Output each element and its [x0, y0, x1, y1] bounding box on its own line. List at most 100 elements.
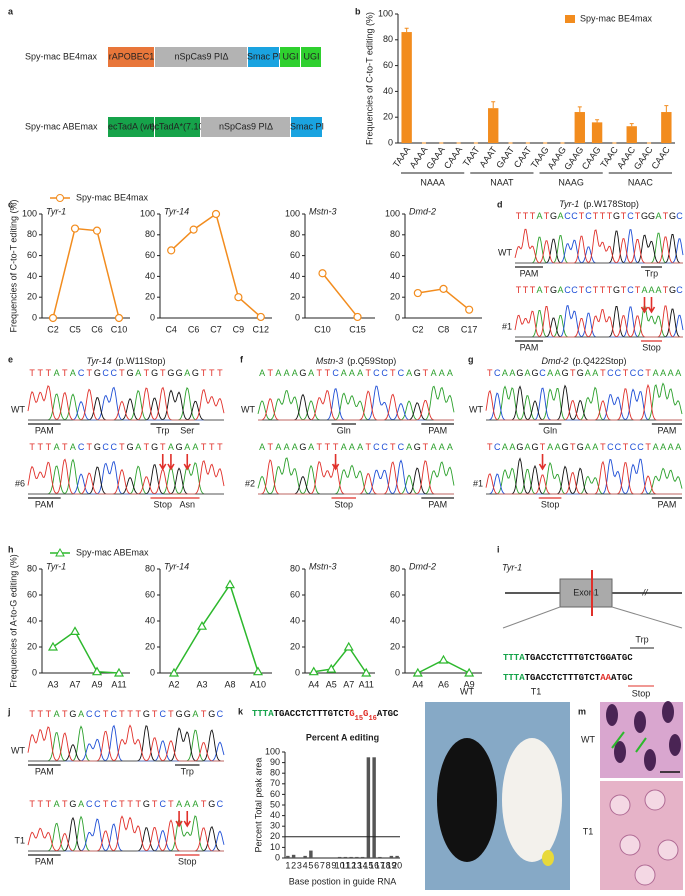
codon-label: Trp	[635, 634, 648, 644]
y-tick-label: 20	[145, 292, 155, 302]
bar	[395, 855, 399, 858]
annotation-label: Stop	[642, 342, 661, 352]
y-tick-label: 80	[145, 229, 155, 239]
marker	[318, 269, 327, 278]
y-tick-label: 40	[145, 271, 155, 281]
domain-label: nSpCas9 PIΔ	[219, 121, 273, 131]
trace	[486, 461, 683, 495]
marker	[224, 579, 236, 589]
x-tick-label: 3	[297, 860, 302, 870]
y-tick-label: 100	[140, 208, 155, 218]
marker	[168, 667, 180, 677]
y-tick-label: 80	[27, 229, 37, 239]
annotation-label: PAM	[35, 425, 54, 435]
x-tick-label: A4	[308, 679, 319, 689]
y-tick-label: 90	[270, 757, 280, 767]
subplot-title: Tyr-1	[46, 206, 66, 216]
x-tick-label: A11	[359, 679, 374, 689]
gene-name: Tyr-1	[502, 562, 522, 572]
mouse-t1	[502, 738, 562, 862]
mutation-name: (p.Q422Stop)	[572, 356, 626, 366]
x-tick-label: A9	[91, 679, 102, 689]
y-tick-label: 40	[390, 271, 400, 281]
annotation-label: Gln	[543, 425, 557, 435]
marker	[113, 667, 125, 677]
y-tick-label: 40	[290, 271, 300, 281]
y-tick-label: 20	[290, 292, 300, 302]
hair-follicle	[634, 711, 646, 733]
sample-label: #2	[245, 478, 255, 488]
marker	[196, 620, 208, 630]
construct-name: Spy-mac BE4max	[25, 51, 98, 61]
domain-block	[108, 117, 154, 137]
x-tick-label: A3	[47, 679, 58, 689]
x-tick-label: A5	[326, 679, 337, 689]
annotation-label: PAM	[428, 499, 447, 509]
x-tick-label: A9	[464, 679, 475, 689]
y-tick-label: 80	[290, 229, 300, 239]
y-tick-label: 60	[145, 250, 155, 260]
x-tick-label: 2	[291, 860, 296, 870]
domain-block	[301, 47, 321, 67]
annotation-label: PAM	[35, 766, 54, 776]
sample-label: WT	[11, 404, 25, 414]
marker	[211, 209, 221, 219]
mouse-wt	[437, 738, 497, 862]
photo-label: T1	[531, 686, 542, 696]
error-bar	[595, 119, 600, 123]
y-tick-label: 100	[285, 208, 300, 218]
annotation-label: Stop	[334, 499, 353, 509]
annotation-label: Stop	[178, 856, 197, 866]
bar	[378, 856, 382, 858]
follicle-t1	[644, 789, 666, 811]
x-tick-label: C7	[210, 324, 222, 334]
sequence-part: TTTA	[503, 653, 525, 663]
hair-follicle	[606, 704, 618, 726]
x-tick-label: 7	[320, 860, 325, 870]
y-tick-label: 60	[27, 589, 37, 599]
sequence-part: ATGC	[377, 709, 399, 719]
subplot-title: Tyr-14	[164, 206, 189, 216]
annotation-label: PAM	[428, 425, 447, 435]
sequence-part: TGACCTCTTTGTCT	[274, 709, 350, 719]
y-tick-label: 20	[383, 112, 393, 122]
domain-label: UGI	[303, 51, 319, 61]
marker	[438, 654, 449, 664]
pointer-arrows	[611, 731, 647, 753]
x-axis-label: Base postion in guide RNA	[289, 876, 397, 886]
subplot-title: Dmd-2	[409, 561, 436, 571]
y-tick-label: 0	[150, 312, 155, 322]
subplot-title: Mstn-3	[309, 561, 337, 571]
mutation-name: (p.W178Stop)	[583, 199, 639, 209]
group-label: NAAT	[490, 177, 514, 187]
stop-label: Stop	[632, 688, 651, 698]
bar	[372, 757, 376, 858]
series-line	[52, 630, 120, 674]
x-tick-label: C15	[349, 324, 366, 334]
legend-marker	[55, 547, 65, 557]
x-tick-label: A2	[168, 679, 179, 689]
bar	[355, 856, 359, 858]
y-tick-label: 80	[290, 563, 300, 573]
x-tick-label: 4	[303, 860, 308, 870]
x-tick-label: C2	[412, 324, 424, 334]
y-tick-label: 0	[150, 667, 155, 677]
sequence: TTTATGACCTCTTTGTCTGGATGC	[503, 653, 633, 663]
y-tick-label: 20	[145, 641, 155, 651]
y-tick-label: 60	[27, 250, 37, 260]
y-tick-label: 60	[270, 789, 280, 799]
marker	[464, 667, 475, 677]
marker	[47, 641, 59, 651]
group-label: NAAA	[420, 177, 445, 187]
marker	[326, 663, 337, 673]
marker	[353, 312, 362, 322]
bar	[401, 32, 412, 144]
series-line	[321, 272, 359, 318]
annotation-label: PAM	[520, 342, 539, 352]
x-tick-label: 5	[308, 860, 313, 870]
marker	[252, 666, 264, 676]
y-tick-label: 60	[290, 589, 300, 599]
follicle-t1	[634, 864, 656, 886]
